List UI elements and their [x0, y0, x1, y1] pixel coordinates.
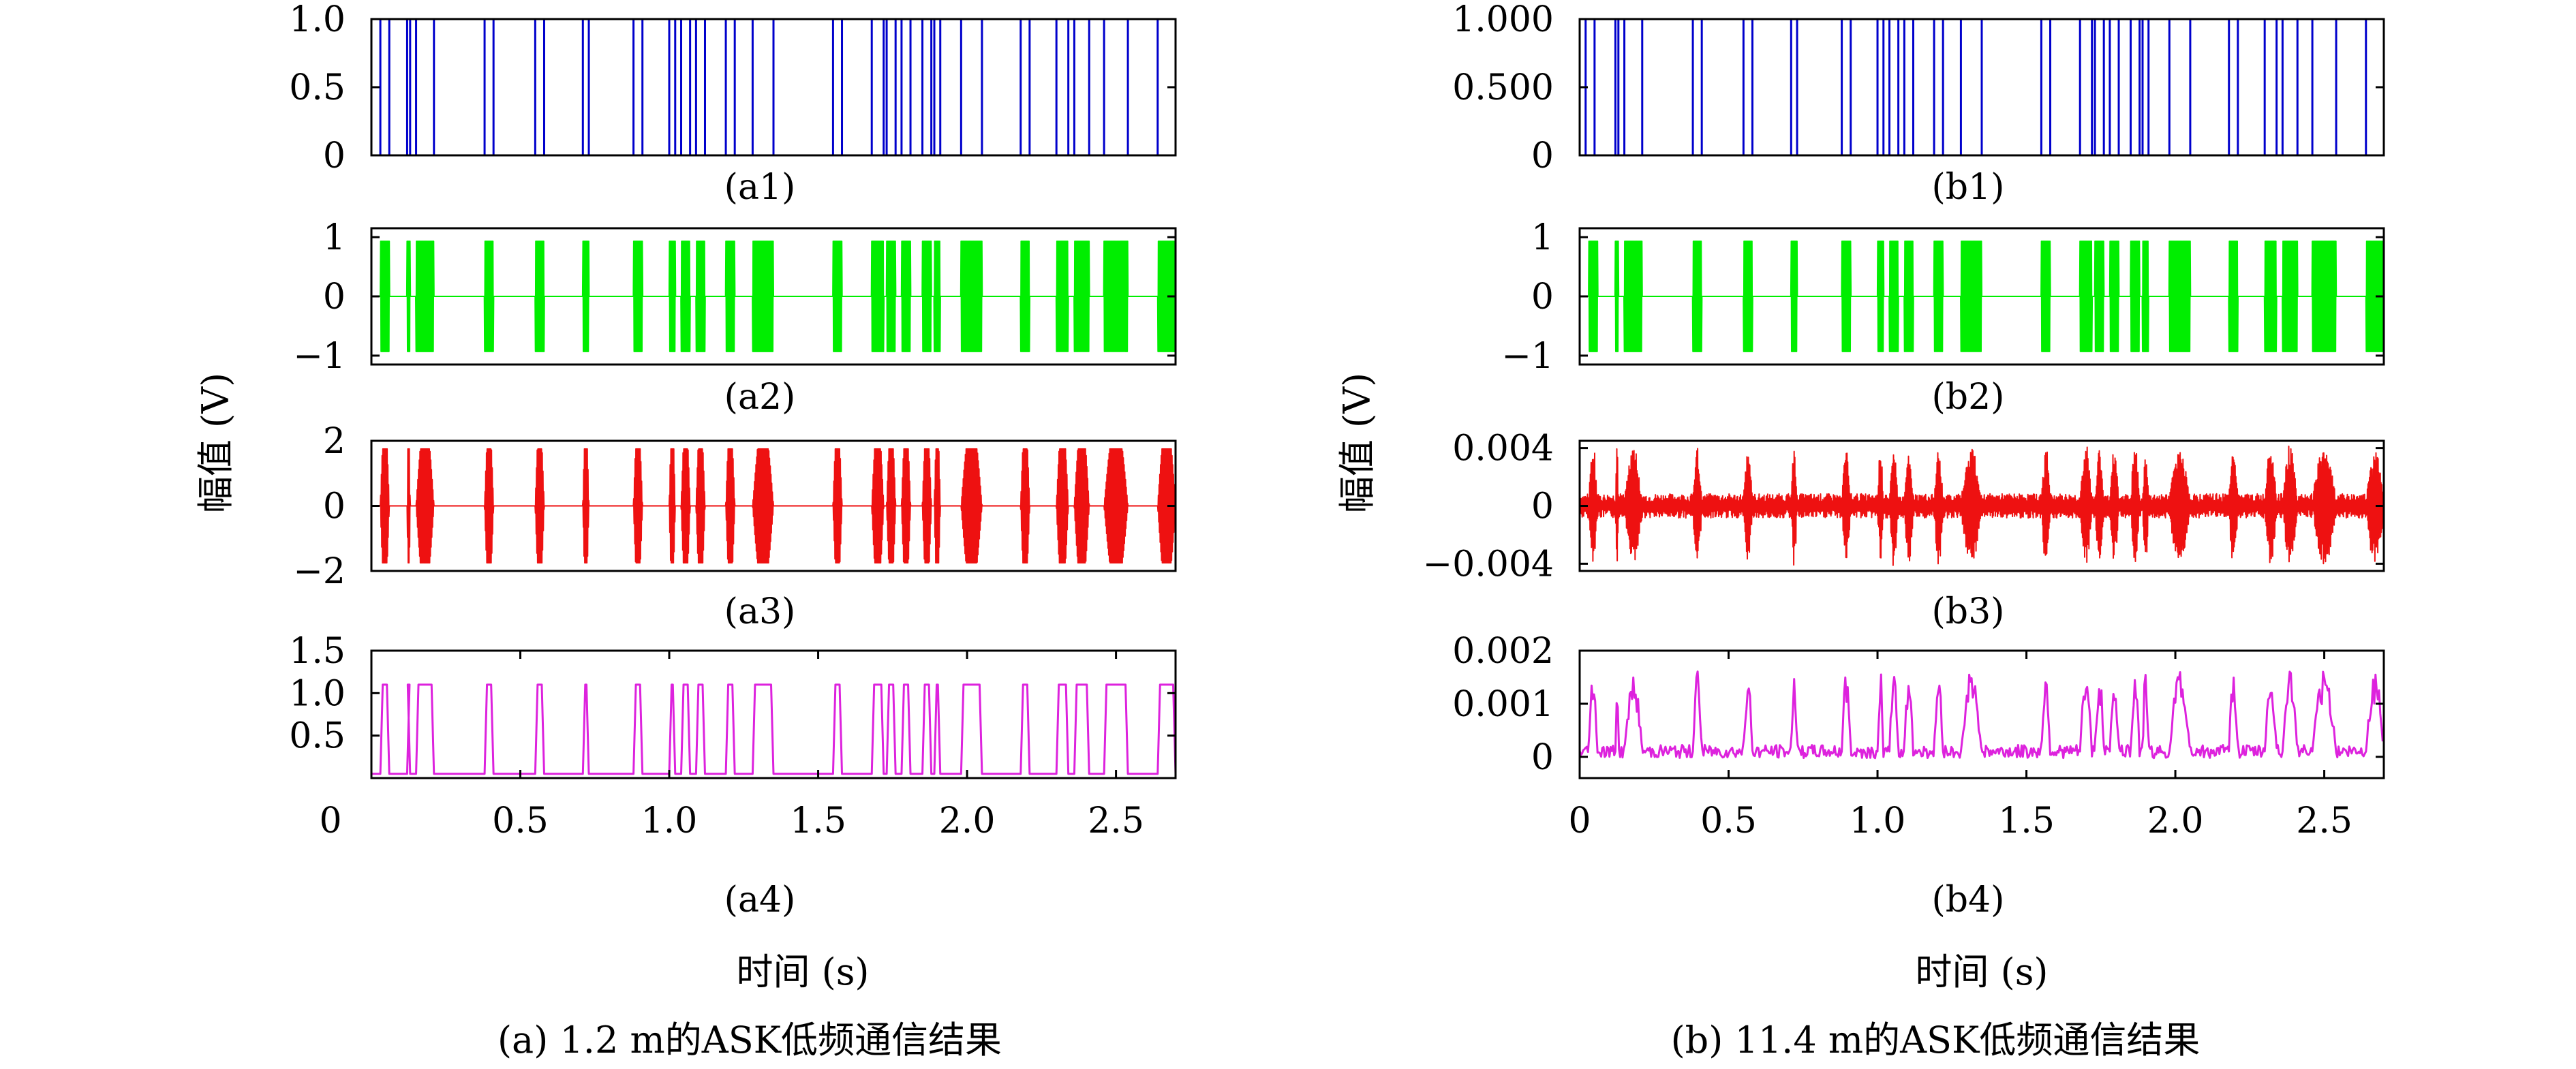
subplot-label-a1: (a1) — [724, 167, 796, 208]
x-tick-label-b4-0: 0 — [1568, 801, 1591, 841]
y-tick-label-b4-1: 0.001 — [1452, 684, 1554, 725]
panel-a1: 0 0.5 1.0 (a1) — [289, 0, 1177, 208]
y-tick-label-b3-1: 0 — [1531, 486, 1554, 527]
series-line-a3 — [371, 448, 1176, 564]
panel-b2: −1 0 1 (b2) — [1501, 217, 2385, 418]
x-tick-label-a4-1: 0.5 — [492, 801, 549, 841]
x-tick-label-a4-3: 1.5 — [790, 801, 846, 841]
x-tick-label-b4-1: 0.5 — [1700, 801, 1757, 841]
y-tick-label-b3-0: −0.004 — [1423, 544, 1554, 585]
axes-frame-a4 — [370, 649, 1177, 779]
x-tick-label-a4-0: 0 — [319, 801, 341, 841]
subplot-label-a4: (a4) — [724, 880, 796, 920]
y-tick-label-b3-2: 0.004 — [1452, 429, 1554, 469]
y-tick-label-a2-2: 1 — [323, 217, 346, 258]
caption-left: (a) 1.2 m的ASK低频通信结果 — [497, 1019, 1002, 1062]
panel-a4: 0.51.01.50 0.5 1.0 1.5 2.0 2.5(a4) — [289, 631, 1177, 920]
subplot-label-b3: (b3) — [1932, 591, 2005, 632]
series-line-a4 — [371, 683, 1177, 775]
y-tick-label-a2-1: 0 — [323, 277, 346, 317]
y-tick-label-a1-2: 1.0 — [289, 0, 346, 40]
axes-frame-b4 — [1578, 649, 2385, 779]
y-tick-label-b1-0: 0 — [1531, 136, 1554, 176]
y-tick-label-b2-0: −1 — [1501, 336, 1554, 377]
y-tick-label-a4-2: 1.5 — [289, 631, 346, 672]
x-tick-label-a4-5: 2.5 — [1088, 801, 1144, 841]
chart-panels: 00.51.0(a1)−101(a2)−202(a3)0.51.01.50 0.5… — [289, 0, 2385, 920]
y-tick-label-b1-1: 0.500 — [1452, 67, 1554, 108]
series-line-b3 — [1579, 446, 2385, 566]
y-tick-label-a4-0: 0.5 — [289, 716, 346, 757]
y-tick-label-a4-1: 1.0 — [289, 673, 346, 714]
subplot-label-b4: (b4) — [1932, 880, 2005, 920]
y-tick-label-a3-0: −2 — [293, 551, 346, 592]
subplot-label-b2: (b2) — [1932, 377, 2005, 418]
ylabel-right: 幅值 (V) — [1336, 373, 1379, 513]
xlabel-right: 时间 (s) — [1915, 950, 2048, 993]
panel-b4: 0 0.001 0.002 0 0.5 1.0 1.5 2.0 2.5 (b4) — [1452, 631, 2385, 920]
series-line-b4 — [1578, 670, 2384, 760]
caption-right: (b) 11.4 m的ASK低频通信结果 — [1671, 1019, 2201, 1062]
y-tick-label-b2-1: 0 — [1531, 277, 1554, 317]
panel-a3: −2 0 2 (a3) — [293, 421, 1177, 632]
x-tick-label-b4-2: 1.0 — [1850, 801, 1906, 841]
x-tick-label-a4-2: 1.0 — [641, 801, 698, 841]
y-tick-label-a1-1: 0.5 — [289, 67, 346, 108]
subplot-label-a2: (a2) — [724, 377, 796, 418]
y-tick-label-b4-0: 0 — [1531, 737, 1554, 778]
y-tick-label-b1-2: 1.000 — [1452, 0, 1554, 40]
y-tick-label-a3-1: 0 — [323, 486, 346, 527]
x-tick-label-b4-4: 2.0 — [2147, 801, 2204, 841]
series-line-a2 — [371, 241, 1176, 352]
panel-a2: −1 0 1 (a2) — [293, 217, 1177, 418]
ylabel-left: 幅值 (V) — [194, 373, 237, 513]
series-line-b2 — [1579, 241, 2385, 352]
y-tick-label-b4-2: 0.002 — [1452, 631, 1554, 672]
series-line-a1 — [371, 18, 1177, 157]
y-tick-label-a2-0: −1 — [293, 336, 346, 377]
y-tick-label-a3-2: 2 — [323, 421, 346, 462]
x-tick-label-b4-5: 2.5 — [2296, 801, 2352, 841]
xlabel-left: 时间 (s) — [736, 950, 869, 993]
y-tick-label-b2-2: 1 — [1531, 217, 1554, 258]
panel-b3: −0.004 0 0.004 (b3) — [1423, 429, 2385, 632]
subplot-label-b1: (b1) — [1932, 167, 2005, 208]
x-tick-label-b4-3: 1.5 — [1998, 801, 2055, 841]
x-tick-label-a4-4: 2.0 — [939, 801, 996, 841]
series-line-b1 — [1580, 18, 2385, 157]
subplot-label-a3: (a3) — [724, 591, 796, 632]
panel-b1: 0 0.500 1.000 (b1) — [1452, 0, 2385, 208]
y-tick-label-a1-0: 0 — [323, 136, 346, 176]
